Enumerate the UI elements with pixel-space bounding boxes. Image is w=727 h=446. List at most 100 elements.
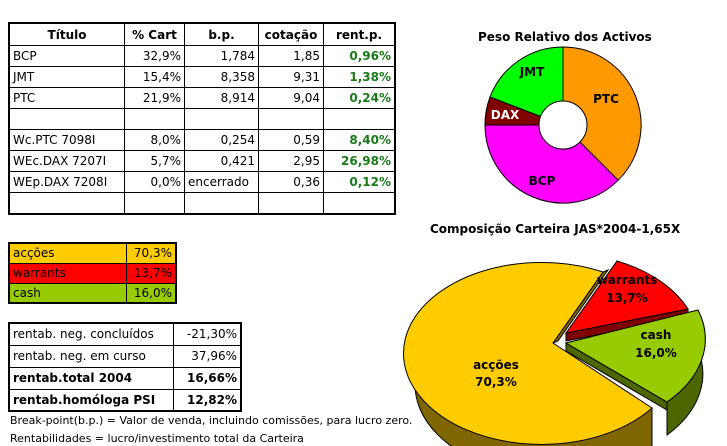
cell-rent: 1,38% — [323, 66, 396, 88]
cell-titulo: JMT — [8, 66, 125, 88]
table-row-empty — [8, 108, 396, 130]
note-rentabilidades: Rentabilidades = lucro/investimento tota… — [10, 432, 304, 445]
returns-label: rentab.total 2004 — [8, 366, 174, 390]
holdings-header-row: Título % Cart b.p. cotação rent.p. — [8, 22, 396, 46]
cell-empty — [323, 192, 396, 214]
cell-empty — [258, 192, 324, 214]
donut-label-jmt: JMT — [519, 65, 545, 79]
pie-slice-cash — [564, 309, 706, 403]
allocation-label: acções — [8, 242, 127, 264]
cell-cotacao: 9,31 — [258, 66, 324, 88]
cell-cotacao: 9,04 — [258, 87, 324, 109]
cell-rent: 26,98% — [323, 150, 396, 172]
table-row: BCP 32,9% 1,784 1,85 0,96% — [8, 45, 396, 67]
cell-empty — [184, 192, 259, 214]
header-titulo: Título — [8, 22, 125, 46]
returns-label: rentab.homóloga PSI — [8, 388, 174, 412]
donut-chart: PTC BCP DAX JMT — [484, 46, 642, 204]
allocation-value: 16,0% — [125, 282, 177, 304]
cell-rent: 0,12% — [323, 171, 396, 193]
cell-titulo: BCP — [8, 45, 125, 67]
note-breakpoint: Break-point(b.p.) = Valor de venda, incl… — [10, 414, 413, 427]
cell-titulo: PTC — [8, 87, 125, 109]
cell-titulo: Wc.PTC 7098I — [8, 129, 125, 151]
cell-bp: 8,358 — [184, 66, 259, 88]
returns-row: rentab. neg. concluídos -21,30% — [8, 322, 242, 346]
returns-table: rentab. neg. concluídos -21,30% rentab. … — [8, 322, 242, 412]
cell-rent: 0,24% — [323, 87, 396, 109]
allocation-row-cash: cash 16,0% — [8, 282, 177, 304]
table-row: WEc.DAX 7207I 5,7% 0,421 2,95 26,98% — [8, 150, 396, 172]
cell-cotacao: 1,85 — [258, 45, 324, 67]
cell-empty — [124, 108, 185, 130]
cell-pct: 8,0% — [124, 129, 185, 151]
header-pct-cart: % Cart — [124, 22, 185, 46]
pie-value-cash: 16,0% — [635, 346, 677, 360]
donut-slice-jmt — [489, 46, 564, 126]
pie-label-accoes: acções — [473, 358, 519, 372]
cell-pct: 32,9% — [124, 45, 185, 67]
cell-bp: 8,914 — [184, 87, 259, 109]
cell-rent: 0,96% — [323, 45, 396, 67]
cell-titulo: WEp.DAX 7208I — [8, 171, 125, 193]
cell-pct: 15,4% — [124, 66, 185, 88]
donut-label-ptc: PTC — [593, 92, 619, 106]
cell-empty — [258, 108, 324, 130]
pie-chart-title: Composição Carteira JAS*2004-1,65X — [430, 222, 681, 236]
allocation-row-accoes: acções 70,3% — [8, 242, 177, 264]
allocation-label: warrants — [8, 262, 127, 284]
holdings-table: Título % Cart b.p. cotação rent.p. BCP 3… — [8, 22, 396, 215]
returns-row: rentab. neg. em curso 37,96% — [8, 344, 242, 368]
cell-bp: 1,784 — [184, 45, 259, 67]
allocation-value: 13,7% — [125, 262, 177, 284]
cell-pct: 21,9% — [124, 87, 185, 109]
header-cotacao: cotação — [258, 22, 324, 46]
cell-bp: 0,254 — [184, 129, 259, 151]
cell-titulo: WEc.DAX 7207I — [8, 150, 125, 172]
table-row-empty — [8, 192, 396, 214]
donut-slice-ptc — [562, 46, 642, 181]
returns-value: -21,30% — [172, 322, 242, 346]
returns-row-psi: rentab.homóloga PSI 12,82% — [8, 388, 242, 412]
table-row: Wc.PTC 7098I 8,0% 0,254 0,59 8,40% — [8, 129, 396, 151]
cell-cotacao: 0,36 — [258, 171, 324, 193]
returns-value: 12,82% — [172, 388, 242, 412]
allocation-label: cash — [8, 282, 127, 304]
donut-hole — [538, 100, 588, 150]
cell-empty — [323, 108, 396, 130]
returns-row-total: rentab.total 2004 16,66% — [8, 366, 242, 390]
table-row: PTC 21,9% 8,914 9,04 0,24% — [8, 87, 396, 109]
allocation-table: acções 70,3% warrants 13,7% cash 16,0% — [8, 242, 177, 304]
cell-pct: 5,7% — [124, 150, 185, 172]
donut-label-bcp: BCP — [529, 174, 556, 188]
pie-label-cash: cash — [641, 328, 672, 342]
pie-value-warrants: 13,7% — [606, 291, 648, 305]
cell-empty — [184, 108, 259, 130]
table-row: WEp.DAX 7208I 0,0% encerrado 0,36 0,12% — [8, 171, 396, 193]
donut-chart-title: Peso Relativo dos Activos — [478, 30, 652, 44]
returns-value: 37,96% — [172, 344, 242, 368]
table-row: JMT 15,4% 8,358 9,31 1,38% — [8, 66, 396, 88]
returns-value: 16,66% — [172, 366, 242, 390]
header-rent: rent.p. — [323, 22, 396, 46]
pie-chart-3d: acções 70,3% warrants 13,7% cash 16,0% — [403, 260, 706, 446]
header-bp: b.p. — [184, 22, 259, 46]
donut-label-dax: DAX — [491, 108, 520, 122]
pie-slice-accoes — [403, 262, 653, 445]
cell-empty — [8, 192, 125, 214]
cell-empty — [8, 108, 125, 130]
cell-rent: 8,40% — [323, 129, 396, 151]
allocation-row-warrants: warrants 13,7% — [8, 262, 177, 284]
donut-slice-bcp — [484, 124, 619, 204]
cell-bp: 0,421 — [184, 150, 259, 172]
pie-label-warrants: warrants — [597, 273, 658, 287]
returns-label: rentab. neg. concluídos — [8, 322, 174, 346]
cell-empty — [124, 192, 185, 214]
returns-label: rentab. neg. em curso — [8, 344, 174, 368]
cell-cotacao: 0,59 — [258, 129, 324, 151]
pie-value-accoes: 70,3% — [475, 375, 517, 389]
cell-cotacao: 2,95 — [258, 150, 324, 172]
allocation-value: 70,3% — [125, 242, 177, 264]
pie-slice-warrants — [564, 260, 689, 334]
cell-bp: encerrado — [184, 171, 259, 193]
